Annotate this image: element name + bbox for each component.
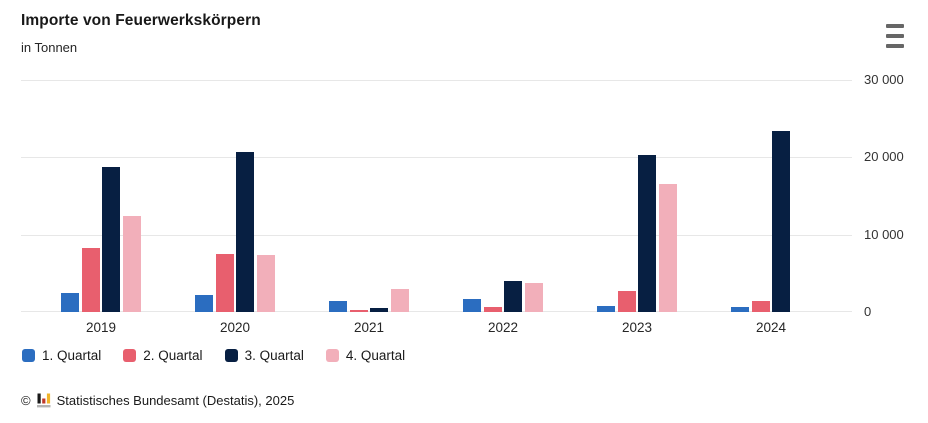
bar-2023-q3[interactable]: [638, 155, 657, 312]
footer: © Statistisches Bundesamt (Destatis), 20…: [21, 392, 294, 408]
x-axis-label-2023: 2023: [621, 320, 653, 335]
destatis-bar-chart-icon: [36, 393, 51, 408]
x-axis-label-2021: 2021: [353, 320, 385, 335]
bar-2019-q2[interactable]: [81, 247, 100, 312]
legend-item-q1[interactable]: 1. Quartal: [22, 348, 101, 363]
bar-2019-q4[interactable]: [122, 216, 141, 312]
gridline-10000: [21, 234, 852, 236]
source-text: Statistisches Bundesamt (Destatis), 2025: [56, 392, 295, 408]
bar-2023-q1[interactable]: [597, 305, 616, 312]
bar-2019-q1[interactable]: [61, 292, 80, 312]
legend-item-q2[interactable]: 2. Quartal: [123, 348, 203, 363]
bar-2023-q2[interactable]: [617, 291, 636, 312]
plot-area: [21, 80, 852, 312]
legend-label-q4: 4. Quartal: [345, 348, 406, 363]
bar-2021-q4[interactable]: [390, 288, 409, 312]
legend-item-q4[interactable]: 4. Quartal: [325, 348, 406, 363]
hamburger-menu-icon: [886, 44, 904, 48]
legend-label-q2: 2. Quartal: [143, 348, 203, 363]
gridline-20000: [21, 157, 852, 159]
hamburger-menu-icon: [886, 34, 904, 38]
bar-2022-q2[interactable]: [483, 306, 502, 312]
bar-2023-q4[interactable]: [658, 183, 677, 312]
legend-marker-q4: [325, 349, 339, 362]
y-axis-label-10000: 10 000: [864, 226, 904, 242]
bar-2020-q4[interactable]: [256, 254, 275, 312]
context-menu-button[interactable]: [884, 23, 906, 49]
legend: 1. Quartal 2. Quartal 3. Quartal 4. Quartal: [22, 348, 405, 363]
bar-2021-q3[interactable]: [370, 307, 389, 312]
bar-2024-q2[interactable]: [751, 300, 770, 312]
bar-2024-q1[interactable]: [731, 307, 750, 312]
legend-label-q1: 1. Quartal: [42, 348, 102, 363]
hamburger-menu-icon: [886, 24, 904, 28]
bar-2021-q1[interactable]: [329, 301, 348, 312]
x-axis-label-2024: 2024: [755, 320, 787, 335]
x-axis-label-2022: 2022: [487, 320, 519, 335]
bar-group-2022: [463, 80, 543, 312]
legend-item-q3[interactable]: 3. Quartal: [224, 348, 304, 363]
bar-2020-q3[interactable]: [236, 151, 255, 312]
y-axis-label-30000: 30 000: [864, 72, 904, 87]
bar-2022-q1[interactable]: [463, 299, 482, 312]
bar-2022-q4[interactable]: [524, 283, 543, 312]
bar-group-2019: [61, 80, 141, 312]
legend-label-q3: 3. Quartal: [244, 348, 304, 363]
bar-group-2024: [731, 80, 811, 312]
bar-2020-q2[interactable]: [215, 254, 234, 312]
gridline-0: [21, 311, 852, 312]
bar-2019-q3[interactable]: [102, 167, 121, 312]
page-title: Importe von Feuerwerkskörpern: [21, 12, 261, 29]
x-axis-label-2020: 2020: [219, 320, 251, 335]
legend-marker-q3: [224, 349, 238, 362]
bar-2022-q3[interactable]: [504, 280, 523, 312]
y-axis-label-0: 0: [864, 304, 872, 319]
legend-marker-q1: [22, 349, 35, 362]
bar-2024-q3[interactable]: [772, 131, 791, 312]
x-axis-label-2019: 2019: [85, 320, 117, 335]
gridline-30000: [21, 80, 852, 81]
bar-2020-q1[interactable]: [195, 295, 214, 312]
legend-marker-q2: [123, 349, 137, 362]
y-axis-label-20000: 20 000: [864, 149, 904, 165]
bar-group-2021: [329, 80, 409, 312]
page-subtitle: in Tonnen: [21, 40, 78, 55]
bar-2021-q2[interactable]: [349, 309, 368, 312]
bar-group-2023: [597, 80, 677, 312]
bar-group-2020: [195, 80, 275, 312]
copyright-symbol: ©: [21, 392, 31, 408]
